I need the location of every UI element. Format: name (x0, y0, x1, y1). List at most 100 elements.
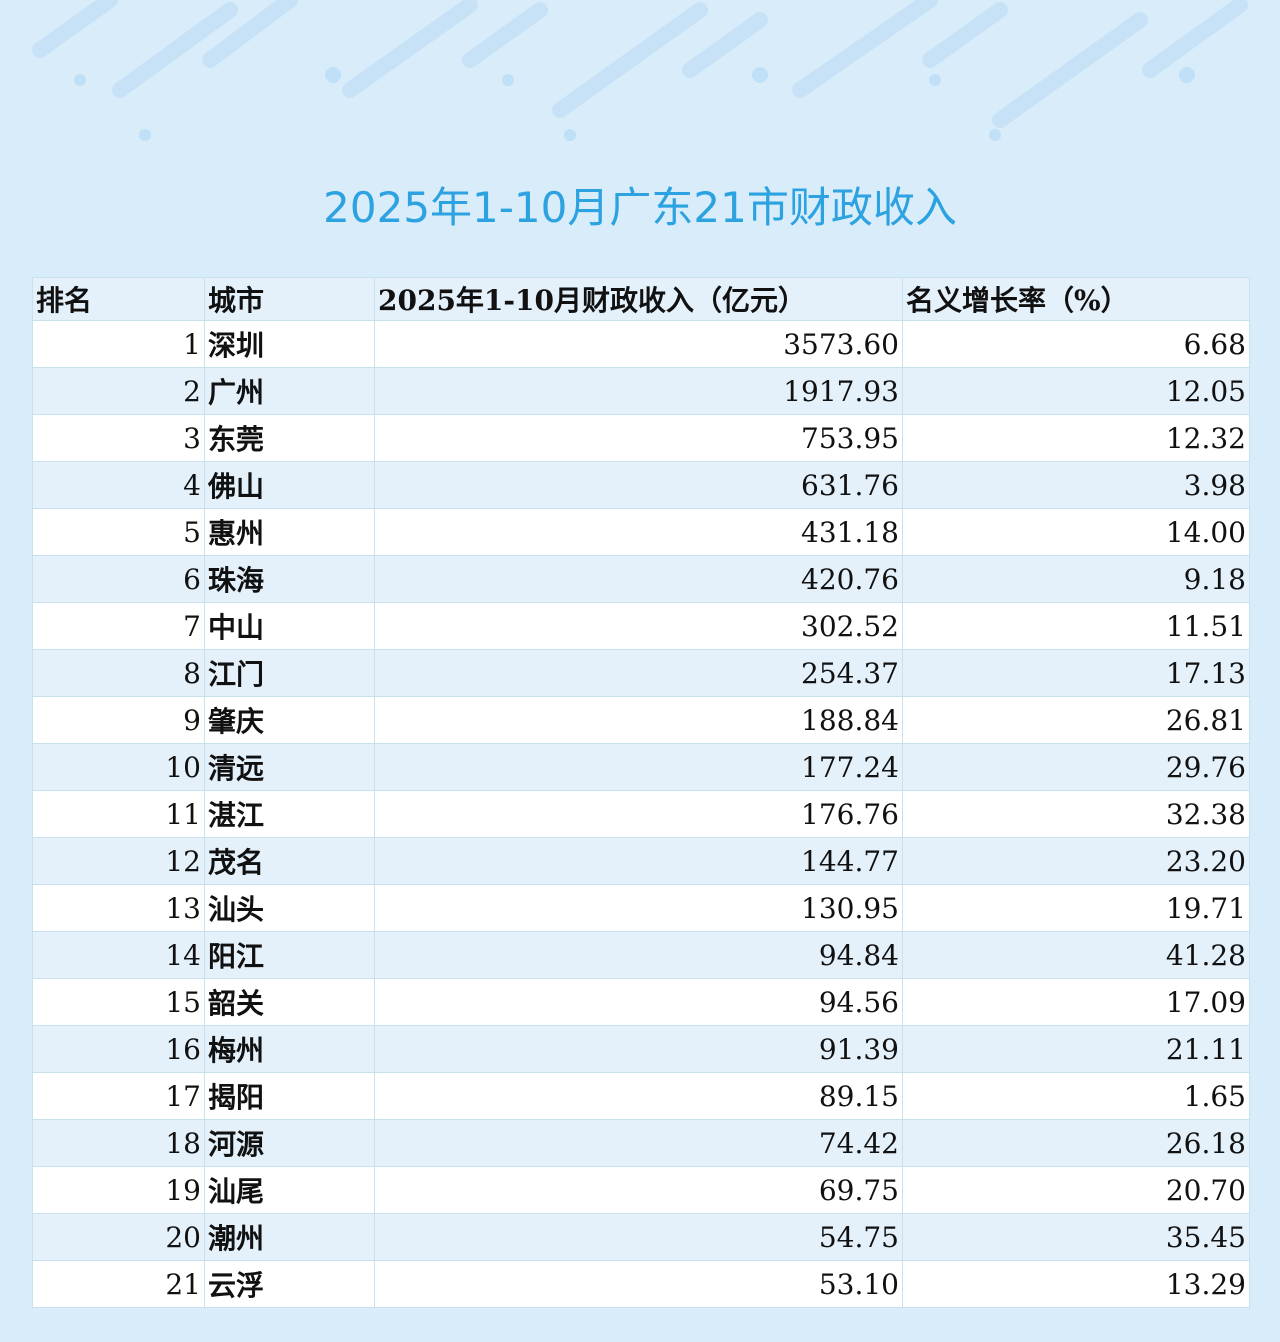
cell-city: 肇庆 (204, 696, 375, 744)
cell-city: 河源 (204, 1119, 375, 1167)
cell-growth: 3.98 (902, 461, 1250, 509)
cell-revenue: 89.15 (374, 1072, 903, 1120)
cell-city: 阳江 (204, 931, 375, 979)
cell-city: 湛江 (204, 790, 375, 838)
table-header-row: 排名 城市 2025年1-10月财政收入（亿元） 名义增长率（%） (32, 277, 1250, 321)
cell-city: 韶关 (204, 978, 375, 1026)
cell-growth: 12.32 (902, 414, 1250, 462)
table-row: 5 惠州 431.18 14.00 (32, 508, 1250, 556)
cell-revenue: 188.84 (374, 696, 903, 744)
cell-revenue: 91.39 (374, 1025, 903, 1073)
cell-rank: 21 (32, 1260, 205, 1308)
cell-revenue: 753.95 (374, 414, 903, 462)
cell-revenue: 1917.93 (374, 367, 903, 415)
table-row: 11 湛江 176.76 32.38 (32, 790, 1250, 838)
cell-revenue: 144.77 (374, 837, 903, 885)
cell-growth: 26.81 (902, 696, 1250, 744)
cell-growth: 12.05 (902, 367, 1250, 415)
cell-revenue: 631.76 (374, 461, 903, 509)
cell-city: 深圳 (204, 320, 375, 368)
cell-rank: 13 (32, 884, 205, 932)
cell-growth: 23.20 (902, 837, 1250, 885)
cell-city: 梅州 (204, 1025, 375, 1073)
revenue-table: 排名 城市 2025年1-10月财政收入（亿元） 名义增长率（%） 1 深圳 357… (32, 277, 1250, 1308)
cell-growth: 20.70 (902, 1166, 1250, 1214)
cell-rank: 11 (32, 790, 205, 838)
cell-growth: 21.11 (902, 1025, 1250, 1073)
cell-city: 江门 (204, 649, 375, 697)
page-title: 2025年1-10月广东21市财政收入 (323, 183, 957, 232)
cell-rank: 14 (32, 931, 205, 979)
cell-growth: 41.28 (902, 931, 1250, 979)
cell-city: 珠海 (204, 555, 375, 603)
cell-rank: 1 (32, 320, 205, 368)
table-row: 17 揭阳 89.15 1.65 (32, 1072, 1250, 1120)
cell-revenue: 3573.60 (374, 320, 903, 368)
table-row: 6 珠海 420.76 9.18 (32, 555, 1250, 603)
cell-rank: 17 (32, 1072, 205, 1120)
cell-revenue: 69.75 (374, 1166, 903, 1214)
cell-rank: 2 (32, 367, 205, 415)
table-body: 1 深圳 3573.60 6.68 2 广州 1917.93 12.05 3 东莞 753.95 12… (32, 320, 1250, 1308)
cell-growth: 19.71 (902, 884, 1250, 932)
cell-revenue: 420.76 (374, 555, 903, 603)
cell-growth: 9.18 (902, 555, 1250, 603)
cell-growth: 17.13 (902, 649, 1250, 697)
cell-city: 汕尾 (204, 1166, 375, 1214)
cell-growth: 1.65 (902, 1072, 1250, 1120)
cell-city: 中山 (204, 602, 375, 650)
cell-revenue: 254.37 (374, 649, 903, 697)
cell-growth: 32.38 (902, 790, 1250, 838)
cell-rank: 4 (32, 461, 205, 509)
table-row: 10 清远 177.24 29.76 (32, 743, 1250, 791)
cell-city: 广州 (204, 367, 375, 415)
cell-rank: 12 (32, 837, 205, 885)
header-growth: 名义增长率（%） (902, 277, 1250, 321)
header-revenue: 2025年1-10月财政收入（亿元） (374, 277, 903, 321)
table-row: 7 中山 302.52 11.51 (32, 602, 1250, 650)
cell-city: 潮州 (204, 1213, 375, 1261)
cell-city: 揭阳 (204, 1072, 375, 1120)
background-decoration (32, 0, 1248, 141)
cell-city: 茂名 (204, 837, 375, 885)
cell-rank: 18 (32, 1119, 205, 1167)
cell-city: 清远 (204, 743, 375, 791)
cell-revenue: 74.42 (374, 1119, 903, 1167)
cell-rank: 15 (32, 978, 205, 1026)
cell-city: 惠州 (204, 508, 375, 556)
cell-rank: 7 (32, 602, 205, 650)
cell-growth: 17.09 (902, 978, 1250, 1026)
cell-revenue: 302.52 (374, 602, 903, 650)
cell-revenue: 130.95 (374, 884, 903, 932)
cell-rank: 16 (32, 1025, 205, 1073)
table-row: 2 广州 1917.93 12.05 (32, 367, 1250, 415)
cell-rank: 5 (32, 508, 205, 556)
cell-rank: 8 (32, 649, 205, 697)
table-row: 4 佛山 631.76 3.98 (32, 461, 1250, 509)
cell-revenue: 177.24 (374, 743, 903, 791)
cell-rank: 20 (32, 1213, 205, 1261)
table-row: 9 肇庆 188.84 26.81 (32, 696, 1250, 744)
cell-growth: 13.29 (902, 1260, 1250, 1308)
header-rank: 排名 (32, 277, 205, 321)
cell-city: 佛山 (204, 461, 375, 509)
cell-rank: 6 (32, 555, 205, 603)
table-row: 3 东莞 753.95 12.32 (32, 414, 1250, 462)
table-row: 16 梅州 91.39 21.11 (32, 1025, 1250, 1073)
table-row: 18 河源 74.42 26.18 (32, 1119, 1250, 1167)
cell-rank: 10 (32, 743, 205, 791)
cell-growth: 11.51 (902, 602, 1250, 650)
cell-revenue: 176.76 (374, 790, 903, 838)
cell-revenue: 53.10 (374, 1260, 903, 1308)
cell-revenue: 54.75 (374, 1213, 903, 1261)
table-row: 15 韶关 94.56 17.09 (32, 978, 1250, 1026)
table-row: 1 深圳 3573.60 6.68 (32, 320, 1250, 368)
cell-growth: 35.45 (902, 1213, 1250, 1261)
cell-city: 东莞 (204, 414, 375, 462)
cell-growth: 6.68 (902, 320, 1250, 368)
table-row: 21 云浮 53.10 13.29 (32, 1260, 1250, 1308)
table-row: 14 阳江 94.84 41.28 (32, 931, 1250, 979)
cell-revenue: 94.84 (374, 931, 903, 979)
cell-city: 汕头 (204, 884, 375, 932)
table-row: 19 汕尾 69.75 20.70 (32, 1166, 1250, 1214)
